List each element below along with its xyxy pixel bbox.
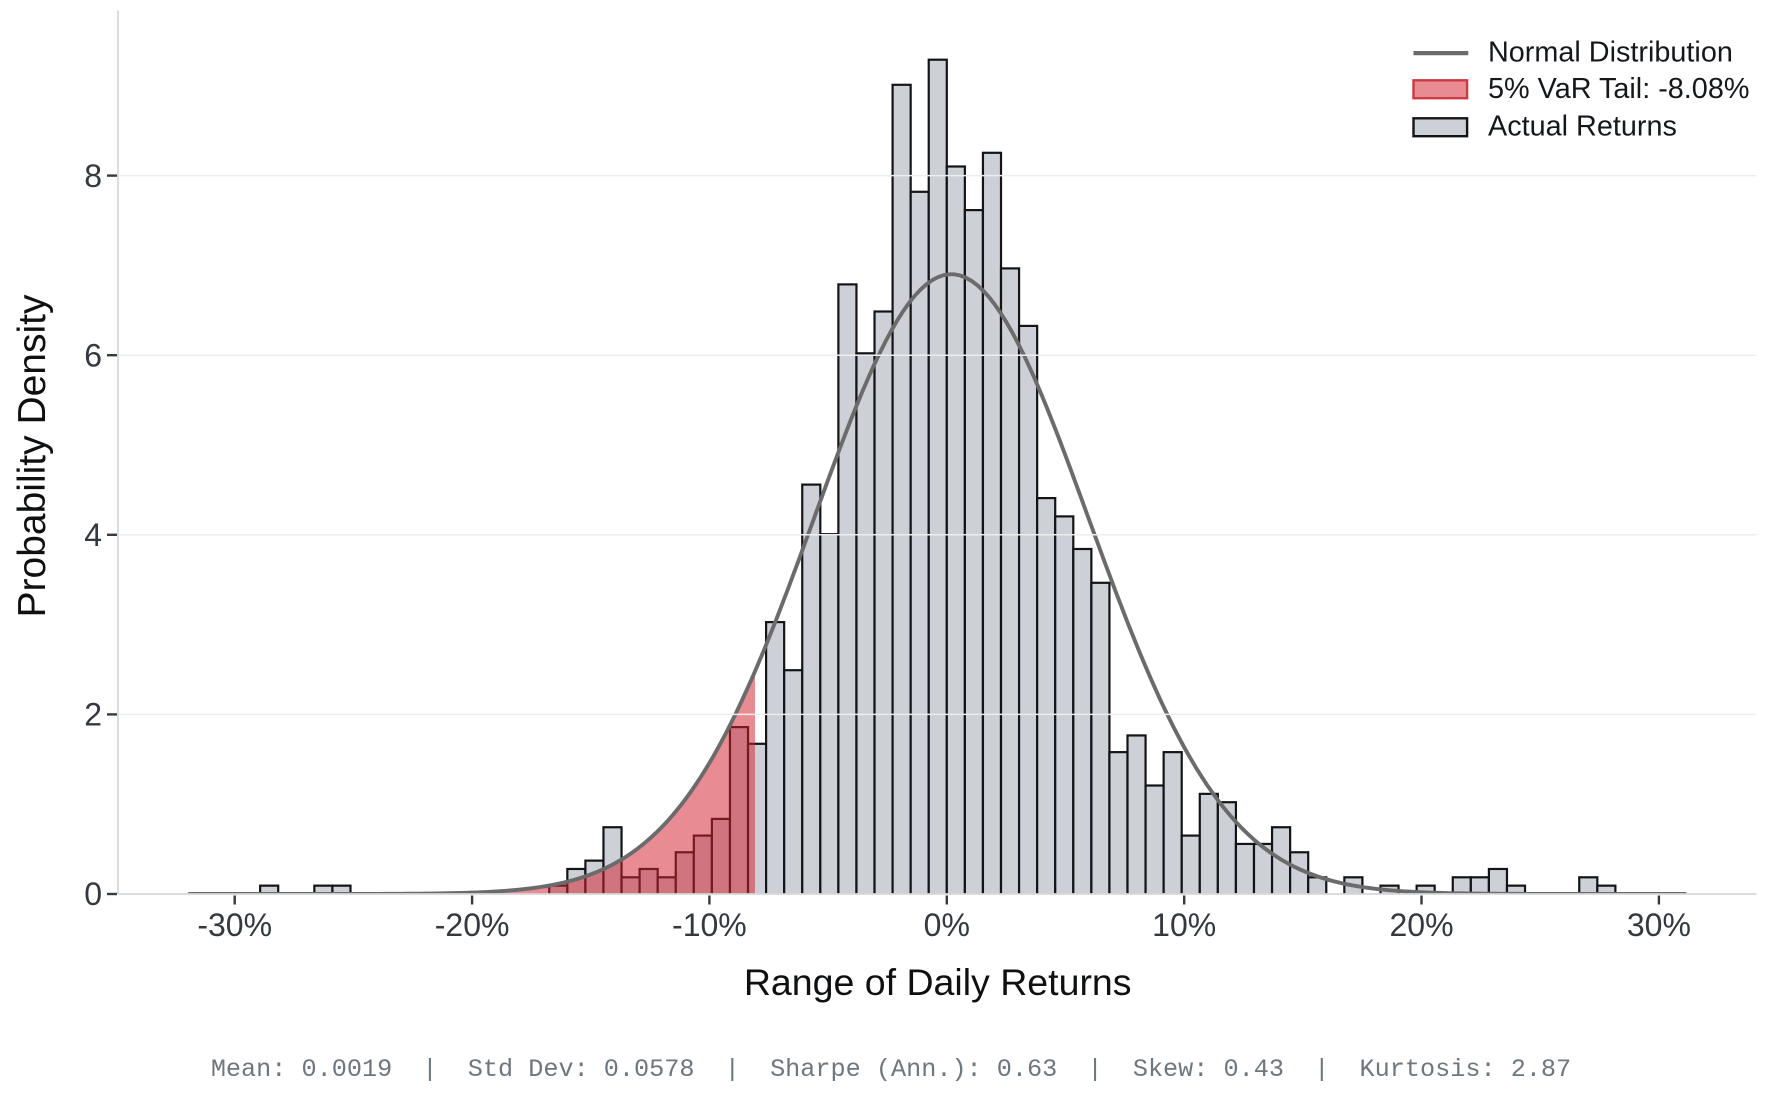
svg-text:0%: 0% [924,907,970,943]
svg-text:6: 6 [84,337,102,373]
svg-text:4: 4 [84,517,102,553]
svg-text:Probability Density: Probability Density [11,294,54,617]
svg-text:0: 0 [84,876,102,912]
svg-text:Normal Distribution: Normal Distribution [1488,37,1733,69]
svg-text:Actual Returns: Actual Returns [1488,111,1677,143]
svg-text:10%: 10% [1152,907,1216,943]
svg-text:30%: 30% [1627,907,1691,943]
svg-text:Range of Daily Returns: Range of Daily Returns [744,961,1132,1003]
svg-text:2: 2 [84,697,102,733]
svg-text:20%: 20% [1389,907,1453,943]
svg-text:-10%: -10% [672,907,747,943]
svg-text:5% VaR Tail: -8.08%: 5% VaR Tail: -8.08% [1488,73,1749,105]
svg-text:Mean: 0.0019 | Std Dev: 0.05: Mean: 0.0019 | Std Dev: 0.0578 | Sharpe … [211,1055,1571,1084]
svg-text:-20%: -20% [435,907,510,943]
svg-text:8: 8 [84,158,102,194]
svg-text:-30%: -30% [197,907,272,943]
